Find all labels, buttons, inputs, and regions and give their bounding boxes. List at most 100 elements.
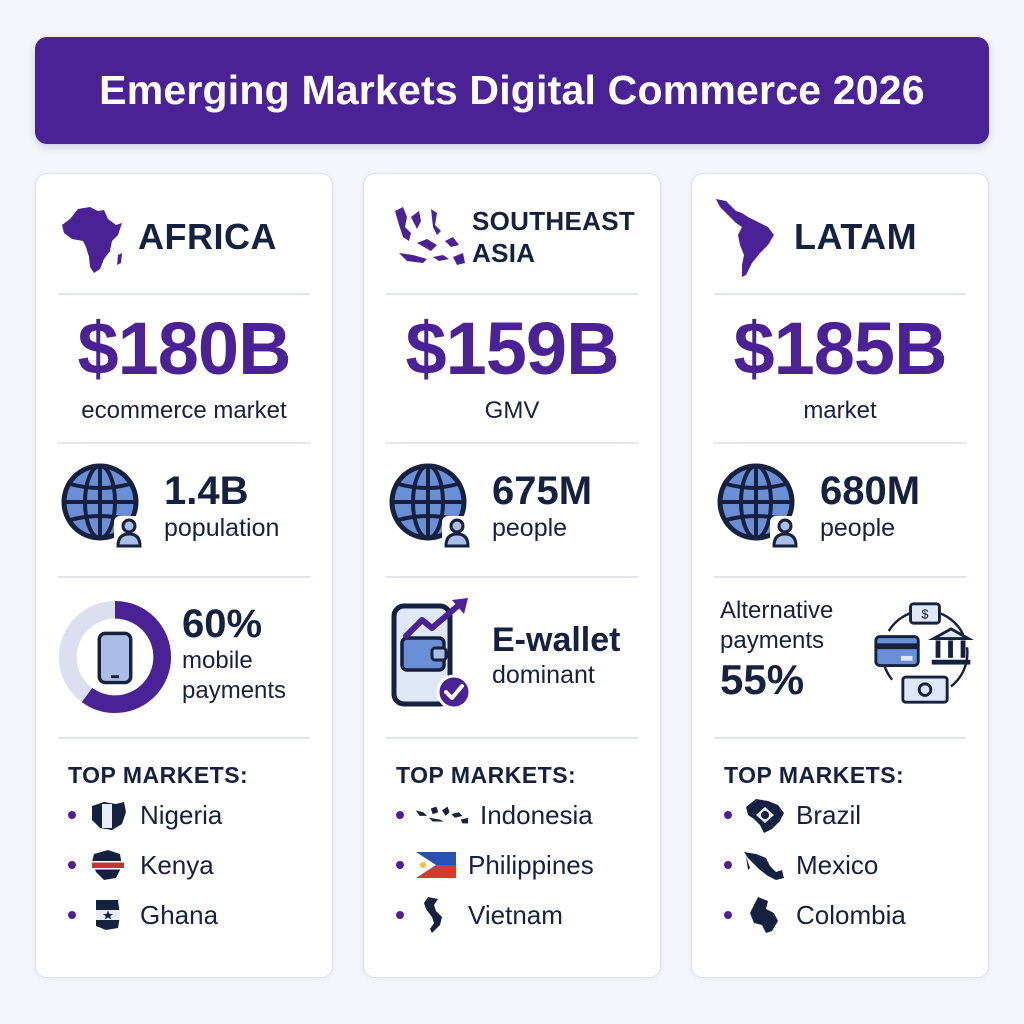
alternative-payments-stat: Alternative payments 55% $	[712, 594, 974, 724]
mobile-payments-label-line2: payments	[182, 677, 287, 704]
e-wallet-phone-icon	[391, 598, 472, 710]
divider	[58, 293, 310, 295]
divider	[386, 737, 638, 739]
e-wallet-stat: E-wallet dominant	[384, 594, 644, 724]
indonesia-map-icon	[415, 806, 469, 824]
e-wallet-label: dominant	[492, 661, 595, 689]
list-item: Colombia	[724, 891, 906, 939]
top-markets-list: TOP MARKETS: Brazil Mexico Colombia	[724, 762, 906, 939]
list-item: Ghana	[68, 891, 248, 939]
region-header: LATAM	[712, 194, 972, 279]
alternative-payments-line1: Alternative	[720, 597, 834, 624]
alternative-payments-value: 55%	[720, 656, 805, 703]
country-name: Mexico	[796, 849, 879, 880]
bullet	[724, 911, 732, 919]
market-size: $185B market	[692, 309, 988, 425]
bullet	[724, 861, 732, 869]
country-name: Ghana	[140, 899, 219, 930]
market-size: $180B ecommerce market	[36, 309, 332, 425]
globe-user-icon	[389, 463, 472, 548]
top-markets-title: TOP MARKETS:	[68, 762, 249, 788]
population-label: population	[164, 514, 280, 542]
region-header: AFRICA	[56, 194, 316, 279]
population-value: 1.4B	[164, 469, 249, 513]
mobile-payments-label-line1: mobile	[182, 647, 253, 674]
bullet	[396, 911, 404, 919]
region-card-africa: AFRICA $180B ecommerce market 1.4B popul…	[35, 173, 333, 978]
country-name: Philippines	[468, 849, 594, 880]
latin-america-map-icon	[716, 198, 774, 277]
region-name: AFRICA	[138, 215, 277, 257]
population-label: people	[820, 514, 896, 542]
ghana-map-icon	[96, 900, 120, 930]
vietnam-map-icon	[424, 897, 442, 933]
country-name: Indonesia	[480, 799, 593, 830]
country-name: Brazil	[796, 799, 862, 830]
top-markets-title: TOP MARKETS:	[724, 762, 905, 788]
alternative-payments-line2: payments	[720, 627, 825, 654]
bullet	[68, 911, 76, 919]
divider	[58, 442, 310, 444]
region-name-line2: ASIA	[472, 237, 536, 268]
philippines-flag-icon	[416, 852, 456, 878]
africa-map-icon	[62, 206, 122, 273]
divider	[58, 737, 310, 739]
title-banner: Emerging Markets Digital Commerce 2026	[35, 37, 989, 144]
divider	[386, 442, 638, 444]
market-label: ecommerce market	[81, 397, 287, 424]
bullet	[396, 861, 404, 869]
market-label: market	[803, 397, 877, 424]
list-item: Kenya	[68, 841, 248, 889]
globe-user-icon	[61, 463, 144, 548]
top-markets-title: TOP MARKETS:	[396, 762, 577, 788]
nigeria-map-icon	[92, 802, 126, 830]
globe-user-icon	[717, 463, 800, 548]
population-value: 680M	[820, 469, 921, 513]
divider	[58, 576, 310, 578]
top-markets-list: TOP MARKETS: Nigeria Kenya	[68, 762, 248, 939]
mobile-payments-stat: 60% mobile payments	[56, 594, 316, 724]
payment-methods-icon: $	[874, 602, 974, 704]
mobile-payments-value: 60%	[182, 602, 263, 646]
colombia-map-icon	[750, 897, 778, 933]
divider	[714, 576, 966, 578]
mobile-payments-donut-icon	[58, 600, 172, 714]
mexico-map-icon	[744, 852, 784, 880]
bullet	[68, 811, 76, 819]
population-stat: 675M people	[388, 462, 592, 550]
region-name: LATAM	[794, 215, 918, 257]
region-name: SOUTHEAST ASIA	[472, 205, 635, 269]
bullet	[68, 861, 76, 869]
list-item: Vietnam	[396, 891, 594, 939]
list-item: Nigeria	[68, 791, 248, 839]
divider	[714, 293, 966, 295]
list-item: Mexico	[724, 841, 906, 889]
divider	[714, 442, 966, 444]
list-item: Brazil	[724, 791, 906, 839]
population-stat: 1.4B population	[60, 462, 279, 550]
e-wallet-title: E-wallet	[492, 621, 621, 659]
country-name: Kenya	[140, 849, 214, 880]
kenya-map-icon	[92, 850, 124, 880]
population-label: people	[492, 514, 568, 542]
bullet	[724, 811, 732, 819]
list-item: Indonesia	[396, 791, 594, 839]
region-card-southeast-asia: SOUTHEAST ASIA $159B GMV 675M people	[363, 173, 661, 978]
market-size: $159B GMV	[364, 309, 660, 425]
region-header: SOUTHEAST ASIA	[384, 194, 644, 279]
market-value: $180B	[77, 307, 291, 390]
market-value: $185B	[733, 307, 947, 390]
population-value: 675M	[492, 469, 593, 513]
page-title: Emerging Markets Digital Commerce 2026	[99, 67, 925, 113]
population-stat: 680M people	[716, 462, 920, 550]
country-name: Vietnam	[468, 899, 563, 930]
bullet	[396, 811, 404, 819]
divider	[386, 576, 638, 578]
top-markets-list: TOP MARKETS: Indonesia Philippines Vietn	[396, 762, 594, 939]
country-name: Colombia	[796, 899, 906, 930]
market-label: GMV	[484, 397, 540, 424]
southeast-asia-map-icon	[395, 206, 465, 265]
divider	[714, 737, 966, 739]
svg-text:$: $	[922, 607, 929, 621]
divider	[386, 293, 638, 295]
